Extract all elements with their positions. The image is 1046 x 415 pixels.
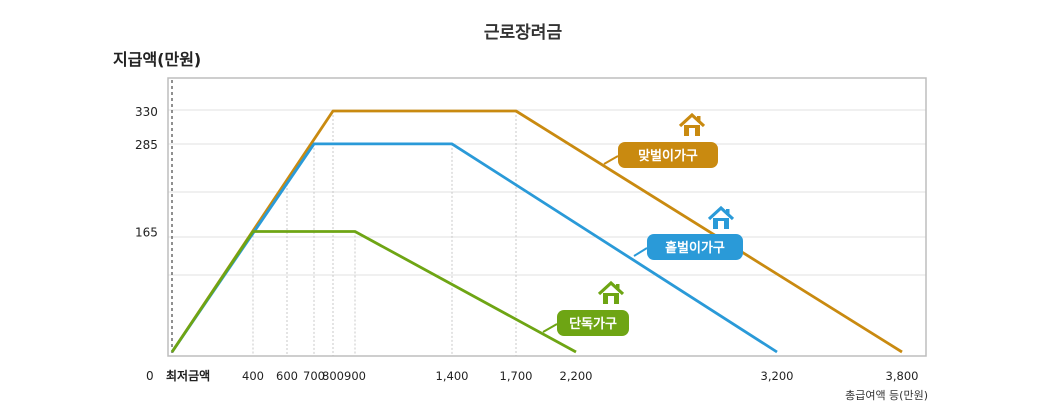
x-tick-label: 1,700 [500, 369, 533, 383]
house-roof [678, 112, 706, 128]
badge-background [618, 142, 718, 168]
x-tick-label: 3,800 [886, 369, 919, 383]
house-icon [678, 112, 706, 136]
x-tick-label: 900 [344, 369, 366, 383]
x-tick-label: 3,200 [761, 369, 794, 383]
y-tick-label: 330 [135, 105, 158, 119]
badge-connector [633, 247, 648, 257]
chart-title: 근로장려금 [483, 23, 563, 43]
y-tick-label: 165 [135, 226, 158, 240]
series-line-3 [170, 230, 577, 354]
house-door [689, 128, 695, 136]
x-tick-label: 800 [322, 369, 344, 383]
badge-label: 맞벌이가구 [638, 148, 698, 164]
y-tick-label: 285 [135, 138, 158, 152]
x-tick-label: 600 [276, 369, 298, 383]
plot-frame [167, 77, 927, 357]
x-tick-label: 1,400 [436, 369, 469, 383]
house-chimney [697, 116, 701, 122]
house-chimney [616, 284, 620, 290]
x-tick-label: 700 [303, 369, 325, 383]
badge-1: 맞벌이가구 [618, 142, 718, 168]
badge-3: 단독가구 [557, 310, 629, 336]
y-axis-label: 지급액(만원) [113, 50, 202, 69]
badge-connector [542, 323, 558, 333]
badge-background [557, 310, 629, 336]
badge-label: 홑벌이가구 [665, 240, 725, 256]
x-tick-label: 400 [242, 369, 264, 383]
house-roof [707, 205, 735, 221]
house-chimney [726, 209, 730, 215]
x-origin-min-wage: 최저금액 [166, 368, 210, 383]
x-origin-zero: 0 [146, 369, 154, 383]
house-icon [707, 205, 735, 229]
badge-label: 단독가구 [569, 316, 617, 332]
x-axis-label: 총급여액 등(만원) [845, 389, 928, 402]
house-icon [597, 280, 625, 304]
badge-background [647, 234, 743, 260]
house-door [608, 296, 614, 304]
house-roof [597, 280, 625, 296]
badge-connector [603, 155, 619, 165]
badge-2: 홑벌이가구 [647, 234, 743, 260]
x-tick-label: 2,200 [560, 369, 593, 383]
house-door [718, 221, 724, 229]
